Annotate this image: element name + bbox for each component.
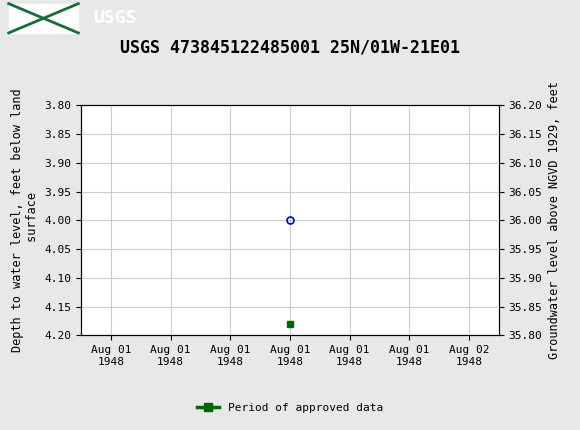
Text: USGS: USGS	[93, 9, 136, 27]
Legend: Period of approved data: Period of approved data	[193, 398, 387, 417]
FancyBboxPatch shape	[9, 3, 78, 33]
Text: USGS 473845122485001 25N/01W-21E01: USGS 473845122485001 25N/01W-21E01	[120, 39, 460, 57]
Y-axis label: Depth to water level, feet below land
 surface: Depth to water level, feet below land su…	[11, 89, 39, 352]
Y-axis label: Groundwater level above NGVD 1929, feet: Groundwater level above NGVD 1929, feet	[548, 81, 561, 359]
